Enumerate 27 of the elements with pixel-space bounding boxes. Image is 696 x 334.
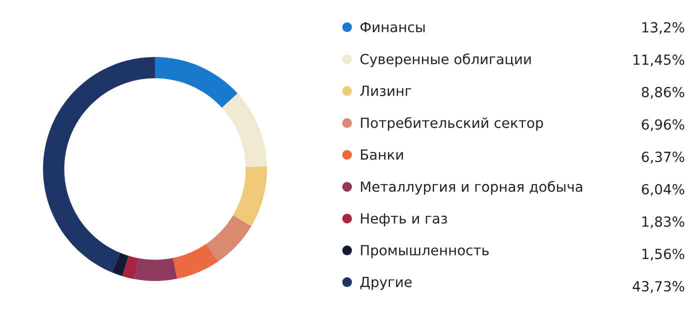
donut-slice xyxy=(134,258,178,281)
donut-slice xyxy=(122,256,139,280)
data-label: 6,96% xyxy=(642,119,684,132)
legend-label: Суверенные облигации xyxy=(360,53,531,68)
legend-label: Нефть и газ xyxy=(360,213,447,226)
donut-slice xyxy=(172,244,218,279)
donut-slice xyxy=(43,57,155,272)
legend-label: Металлургия и горная добыча xyxy=(360,180,582,195)
data-label: 13,2% xyxy=(642,22,684,34)
data-label: 43,73% xyxy=(632,281,684,293)
donut-slice xyxy=(155,57,238,108)
legend-label: Другие xyxy=(360,276,412,290)
legend-label: Промышленность xyxy=(360,245,489,258)
donut-slice xyxy=(222,93,267,168)
data-label: 6,04% xyxy=(642,184,684,196)
legend-label: Лизинг xyxy=(360,86,412,96)
legend-label: Банки xyxy=(360,150,403,160)
data-label: 8,86% xyxy=(642,86,684,99)
data-label: 6,37% xyxy=(642,152,684,164)
donut-slice xyxy=(233,166,267,226)
data-label: 1,56% xyxy=(642,248,684,261)
donut-slice xyxy=(206,215,252,262)
data-label: 11,45% xyxy=(634,54,684,66)
data-label: 1,83% xyxy=(642,216,684,228)
legend-label: Потребительский сектор xyxy=(360,117,544,131)
donut-slice xyxy=(112,252,129,276)
legend-label: Финансы xyxy=(360,22,425,32)
